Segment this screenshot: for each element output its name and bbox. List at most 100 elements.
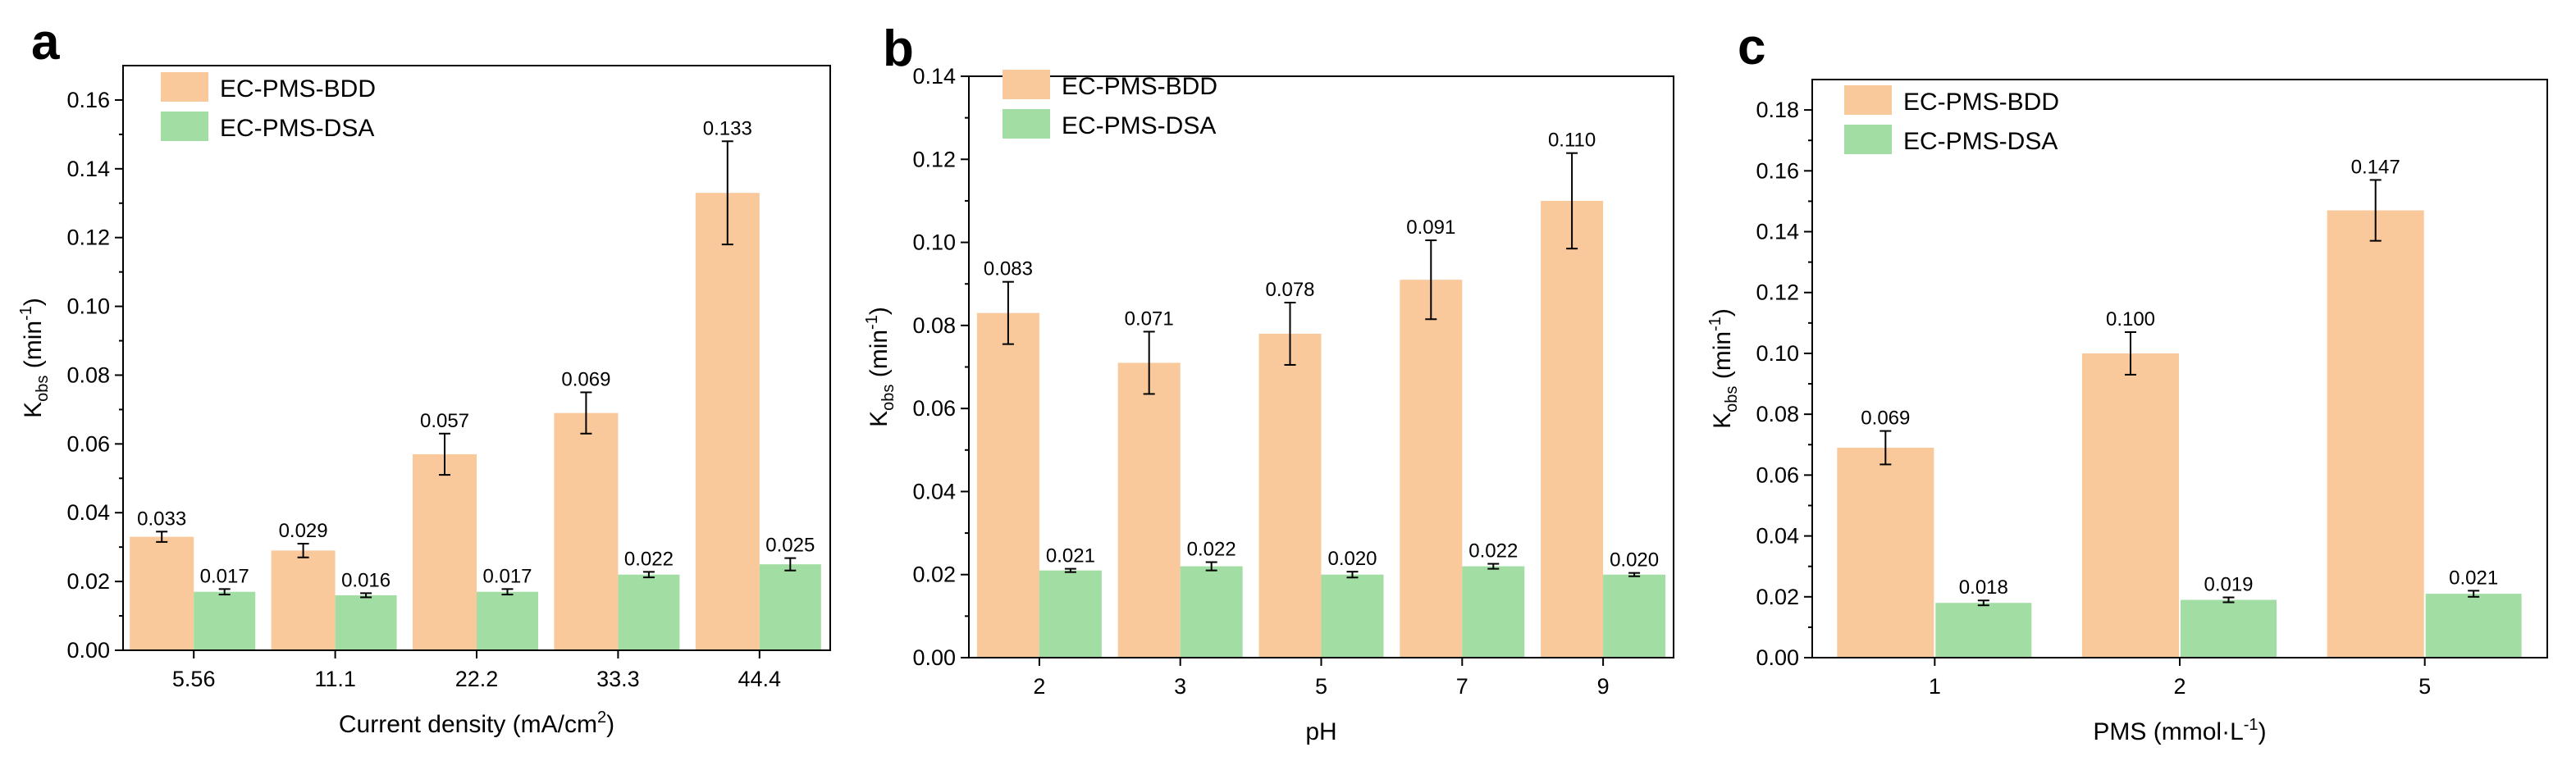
bar-dsa bbox=[1935, 603, 2032, 658]
data-label: 0.019 bbox=[2204, 574, 2253, 596]
bar-dsa bbox=[2181, 599, 2277, 658]
bar-dsa bbox=[1180, 566, 1243, 658]
bar-bdd bbox=[130, 536, 194, 650]
y-tick-label: 0.06 bbox=[1756, 462, 1799, 487]
x-tick-label: 3 bbox=[1174, 674, 1186, 699]
x-tick-label: 33.3 bbox=[596, 667, 640, 691]
data-label: 0.078 bbox=[1265, 279, 1314, 301]
y-axis-title-unit: (min bbox=[866, 330, 893, 385]
y-axis-title-main: K bbox=[20, 402, 47, 418]
data-label: 0.110 bbox=[1548, 130, 1596, 152]
bar-bdd bbox=[695, 193, 760, 650]
x-tick-label: 5 bbox=[2418, 674, 2431, 699]
y-tick-label: 0.12 bbox=[912, 147, 956, 171]
x-tick-label: 5.56 bbox=[172, 667, 216, 691]
x-tick-label: 11.1 bbox=[314, 667, 356, 691]
x-axis-title-main: Current density (mA/cm bbox=[339, 711, 597, 738]
y-tick-label: 0.06 bbox=[912, 396, 956, 421]
bar-bdd bbox=[1258, 333, 1322, 658]
legend-label: EC-PMS-BDD bbox=[220, 75, 376, 103]
panel-letter: c bbox=[1738, 19, 1765, 75]
x-axis-title-end: ) bbox=[2259, 718, 2267, 745]
y-tick-label: 0.02 bbox=[66, 569, 110, 594]
y-tick-label: 0.02 bbox=[1756, 585, 1799, 609]
y-axis-title-sup: -1 bbox=[1706, 317, 1724, 331]
legend-label: EC-PMS-DSA bbox=[220, 115, 374, 142]
legend-swatch-bdd bbox=[1844, 85, 1892, 115]
y-axis-title: Kobs (min-1) bbox=[17, 298, 52, 418]
x-axis-title: pH bbox=[1305, 718, 1336, 745]
y-tick-label: 0.10 bbox=[912, 230, 956, 255]
y-axis-title-sub: obs bbox=[879, 385, 897, 411]
y-tick-label: 0.04 bbox=[1756, 524, 1799, 549]
legend-label: EC-PMS-DSA bbox=[1062, 112, 1216, 139]
y-tick-label: 0.18 bbox=[1756, 98, 1799, 122]
y-axis-title-end: ) bbox=[1709, 308, 1736, 317]
bar-dsa bbox=[477, 591, 538, 650]
bar-dsa bbox=[194, 591, 256, 650]
y-tick-label: 0.06 bbox=[66, 431, 110, 456]
bar-dsa bbox=[1462, 566, 1525, 658]
y-axis-title: Kobs (min-1) bbox=[863, 307, 897, 427]
bar-bdd bbox=[554, 412, 619, 650]
x-tick-label: 2 bbox=[1033, 674, 1045, 699]
x-axis-title-sup: 2 bbox=[597, 708, 606, 727]
data-label: 0.017 bbox=[482, 565, 532, 587]
data-label: 0.029 bbox=[279, 520, 328, 542]
y-tick-label: 0.14 bbox=[912, 64, 956, 89]
bar-bdd bbox=[1400, 280, 1463, 658]
data-label: 0.025 bbox=[765, 535, 815, 557]
chart-panel-c: c 0.069 0.100 0.147 0.018 0.019 0.021 0.00 0.02 0… bbox=[1706, 19, 2548, 745]
y-axis-title-sup: -1 bbox=[863, 315, 881, 330]
x-tick-label: 22.2 bbox=[455, 667, 499, 691]
y-axis-title-unit: (min bbox=[1709, 331, 1736, 386]
x-tick-label: 44.4 bbox=[738, 667, 782, 691]
bar-dsa bbox=[1321, 574, 1384, 658]
x-tick-label: 7 bbox=[1456, 674, 1468, 699]
x-tick-label: 1 bbox=[1929, 674, 1941, 699]
data-label: 0.147 bbox=[2351, 156, 2400, 178]
data-label: 0.022 bbox=[1468, 540, 1518, 563]
bar-bdd bbox=[271, 550, 336, 650]
bar-dsa bbox=[759, 564, 821, 650]
y-tick-label: 0.10 bbox=[66, 294, 110, 319]
chart-panel-a: a 0.033 0.029 0.057 0.069 0.133 0.017 0.016 0.01… bbox=[17, 14, 831, 738]
y-axis-title-main: K bbox=[1709, 412, 1736, 429]
legend-swatch-dsa bbox=[1003, 109, 1050, 139]
x-axis-title: Current density (mA/cm2) bbox=[339, 708, 614, 738]
y-axis-title-unit: (min bbox=[20, 321, 47, 376]
y-tick-label: 0.16 bbox=[1756, 158, 1799, 183]
y-tick-label: 0.08 bbox=[1756, 402, 1799, 426]
data-label: 0.133 bbox=[703, 117, 752, 139]
bar-bdd bbox=[1541, 200, 1604, 658]
y-tick-label: 0.08 bbox=[66, 362, 110, 387]
data-label: 0.033 bbox=[137, 508, 186, 530]
data-label: 0.069 bbox=[1861, 408, 1910, 430]
legend-label: EC-PMS-BDD bbox=[1062, 73, 1217, 100]
data-label: 0.069 bbox=[561, 368, 610, 390]
panel-letter: b bbox=[883, 21, 914, 77]
data-label: 0.022 bbox=[624, 548, 674, 570]
x-axis-title-sup: -1 bbox=[2244, 716, 2259, 734]
y-tick-label: 0.04 bbox=[66, 500, 110, 525]
y-axis-title-sub: obs bbox=[1723, 386, 1741, 412]
data-label: 0.016 bbox=[341, 569, 391, 591]
bar-dsa bbox=[2425, 594, 2522, 658]
y-tick-label: 0.00 bbox=[912, 645, 956, 670]
y-axis-title: Kobs (min-1) bbox=[1706, 308, 1741, 429]
data-label: 0.057 bbox=[420, 410, 469, 432]
y-axis-title-sub: obs bbox=[34, 376, 52, 402]
y-axis-title-end: ) bbox=[866, 307, 893, 315]
y-axis-title-sup: -1 bbox=[17, 306, 35, 321]
y-tick-label: 0.12 bbox=[1756, 280, 1799, 305]
data-label: 0.100 bbox=[2106, 308, 2155, 330]
data-label: 0.020 bbox=[1327, 548, 1377, 570]
y-tick-label: 0.10 bbox=[1756, 341, 1799, 366]
legend-swatch-bdd bbox=[161, 72, 208, 102]
y-axis-title-end: ) bbox=[20, 298, 47, 306]
x-tick-label: 2 bbox=[2173, 674, 2185, 699]
y-tick-label: 0.04 bbox=[912, 479, 956, 503]
x-axis-title-main: PMS (mmol·L bbox=[2093, 718, 2243, 745]
